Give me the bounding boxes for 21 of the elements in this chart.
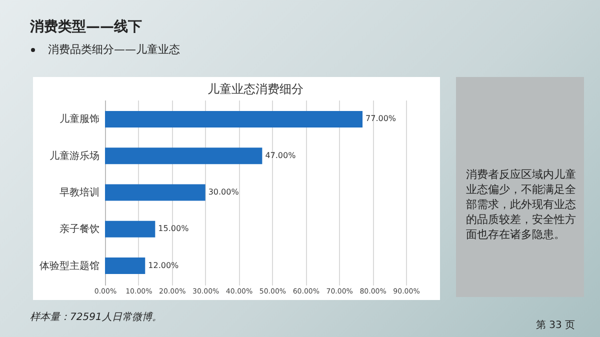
y-tick-label: 儿童游乐场 [50, 150, 100, 162]
bar [105, 110, 363, 128]
text: 消费品类细分——儿童业态 [48, 42, 180, 57]
y-tick-label: 儿童服饰 [60, 113, 100, 126]
data-label: 47.00% [265, 150, 296, 160]
y-tick-label: 早教培训 [60, 186, 100, 198]
text: 消费者反应区域内儿童业态偏少，不能满足全部需求，此外现有业态的品质较差，安全性方面也存在诸多隐患。 [456, 77, 584, 297]
data-label: 30.00% [208, 188, 240, 196]
text: 样本量：72591人日常微博。 [30, 310, 162, 324]
data-label: 77.00% [366, 114, 396, 124]
text: 消费类型——线下 [30, 18, 142, 36]
bar [105, 184, 206, 201]
data-label: 12.00% [148, 260, 180, 270]
bar [105, 258, 146, 274]
text: 第 33 页 [536, 319, 576, 332]
y-tick-label: 体验型主题馆 [40, 260, 100, 272]
bar [105, 220, 156, 238]
data-label: 15.00% [158, 224, 190, 234]
y-tick-label: 亲子餐饮 [60, 223, 100, 236]
bar [105, 148, 262, 164]
chart-title: 儿童业态消费细分 [208, 82, 304, 96]
